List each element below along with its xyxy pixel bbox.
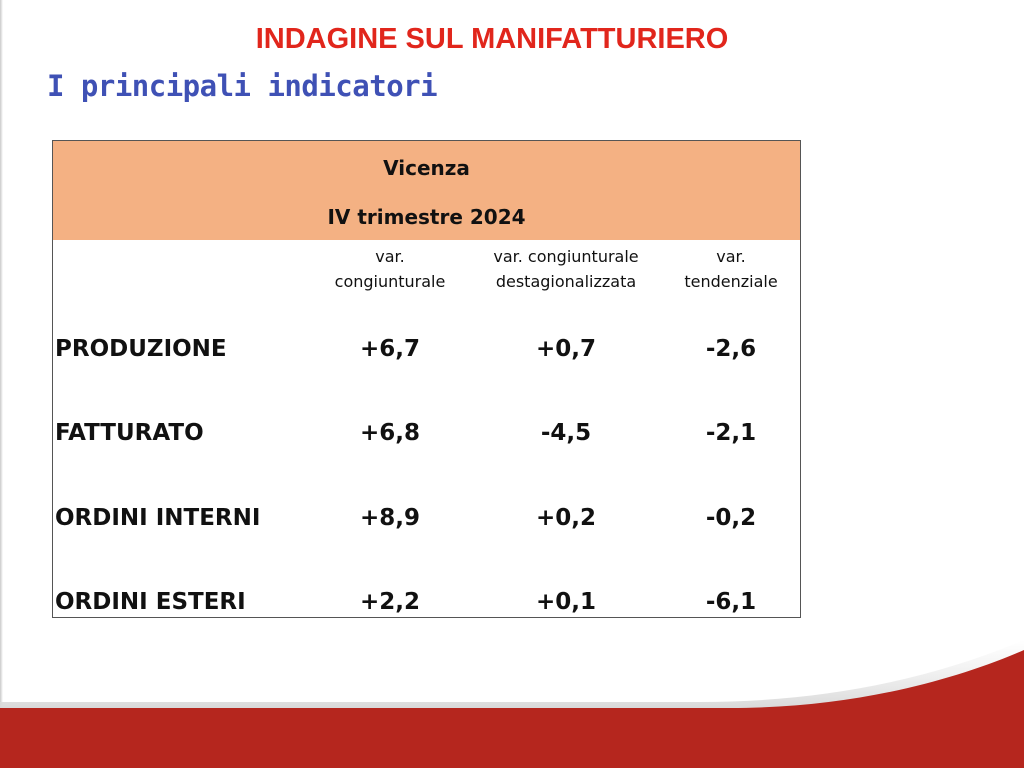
value-destagionalizzata: +0,7 — [535, 336, 596, 362]
value-tendenziale: -6,1 — [705, 589, 757, 615]
footer-wave — [0, 640, 1024, 768]
row-label: ORDINI INTERNI — [55, 505, 261, 531]
column-header-line: destagionalizzata — [495, 272, 637, 291]
value-destagionalizzata: -4,5 — [540, 420, 592, 446]
value-congiunturale: +8,9 — [359, 505, 420, 531]
column-header-line: congiunturale — [334, 272, 446, 291]
table-row-produzione: PRODUZIONE +6,7 +0,7 -2,6 — [53, 329, 800, 369]
column-header-destagionalizzata: var. congiunturale destagionalizzata — [473, 244, 659, 294]
value-congiunturale: +2,2 — [359, 589, 420, 615]
slide-left-edge — [0, 0, 3, 710]
table-header: Vicenza IV trimestre 2024 — [53, 141, 800, 240]
table-row-ordini-esteri: ORDINI ESTERI +2,2 +0,1 -6,1 — [53, 582, 800, 622]
column-header-congiunturale: var. congiunturale — [311, 244, 469, 294]
table-row-ordini-interni: ORDINI INTERNI +8,9 +0,2 -0,2 — [53, 498, 800, 538]
slide-subtitle: I principali indicatori — [47, 69, 438, 103]
table-period: IV trimestre 2024 — [327, 205, 526, 229]
table-region: Vicenza — [383, 156, 470, 180]
value-destagionalizzata: +0,1 — [535, 589, 596, 615]
value-tendenziale: -2,6 — [705, 336, 757, 362]
indicators-table: Vicenza IV trimestre 2024 var. congiuntu… — [52, 140, 801, 618]
column-header-line: var. — [716, 247, 746, 266]
table-row-fatturato: FATTURATO +6,8 -4,5 -2,1 — [53, 413, 800, 453]
row-label: ORDINI ESTERI — [55, 589, 246, 615]
column-header-tendenziale: var. tendenziale — [663, 244, 799, 294]
value-congiunturale: +6,8 — [359, 420, 420, 446]
column-header-line: var. congiunturale — [493, 247, 639, 266]
row-label: PRODUZIONE — [55, 336, 227, 362]
value-congiunturale: +6,7 — [359, 336, 420, 362]
value-destagionalizzata: +0,2 — [535, 505, 596, 531]
slide-title: INDAGINE SUL MANIFATTURIERO — [255, 23, 729, 55]
column-header-line: var. — [375, 247, 405, 266]
row-label: FATTURATO — [55, 420, 204, 446]
value-tendenziale: -0,2 — [705, 505, 757, 531]
column-header-line: tendenziale — [684, 272, 778, 291]
value-tendenziale: -2,1 — [705, 420, 757, 446]
footer-decorative-band — [0, 640, 1024, 768]
footer-red-band — [0, 650, 1024, 768]
